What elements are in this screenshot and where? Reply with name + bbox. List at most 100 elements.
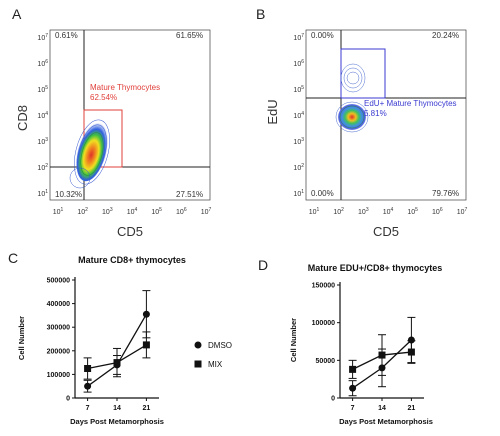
legend-mix-label: MIX — [208, 360, 223, 369]
y-tick-label: 500000 — [47, 278, 70, 285]
flow-a-x-ticks: 101 102 103 104 105 106 107 — [53, 207, 212, 216]
panel-letter-d: D — [258, 257, 268, 273]
y-tick-label: 200000 — [47, 348, 70, 355]
x-tick-label: 14 — [113, 405, 121, 412]
data-point-mix — [142, 341, 150, 349]
data-point-mix — [113, 359, 121, 367]
x-tick-label: 14 — [378, 405, 386, 412]
flow-b-y-ticks: 101 102 103 104 105 106 107 — [293, 33, 304, 198]
flow-tick-label: 104 — [127, 207, 138, 216]
flow-tick-label: 102 — [37, 163, 48, 172]
flow-tick-label: 102 — [293, 163, 304, 172]
flow-b-gate-value: 5.81% — [364, 109, 387, 118]
flow-plot-a: 0.61% 61.65% 10.32% 27.51% Mature Thymoc… — [15, 29, 212, 239]
data-point-mix — [378, 351, 386, 359]
chart-d: Mature EDU+/CD8+ thymocytes Cell Number … — [289, 263, 442, 426]
panel-letter-c: C — [8, 250, 18, 266]
chart-c-plot: 0 100000 200000 300000 400000 500000 7 14 21 — [47, 278, 151, 412]
flow-tick-label: 101 — [53, 207, 64, 216]
flow-tick-label: 106 — [293, 59, 304, 68]
flow-a-quad-tl: 0.61% — [55, 31, 78, 40]
chart-c: Mature CD8+ thymocytes Cell Number Days … — [17, 255, 186, 426]
flow-tick-label: 105 — [37, 85, 48, 94]
data-point-mix — [84, 365, 92, 372]
y-tick-label: 150000 — [312, 283, 335, 290]
legend-dmso-label: DMSO — [208, 341, 232, 350]
chart-c-ylabel: Cell Number — [17, 316, 26, 360]
flow-a-y-ticks: 101 102 103 104 105 106 107 — [37, 33, 48, 198]
flow-tick-label: 102 — [77, 207, 88, 216]
flow-tick-label: 107 — [457, 207, 468, 216]
flow-tick-label: 103 — [102, 207, 113, 216]
flow-a-quad-br: 27.51% — [176, 190, 203, 199]
flow-a-gate-value: 62.54% — [90, 93, 117, 102]
flow-a-x-label: CD5 — [117, 224, 143, 239]
panel-letter-a: A — [12, 6, 22, 22]
flow-b-quad-br: 79.76% — [432, 189, 459, 198]
flow-a-quad-tr: 61.65% — [176, 31, 203, 40]
panel-letter-b: B — [256, 6, 265, 22]
flow-tick-label: 101 — [309, 207, 320, 216]
flow-tick-label: 103 — [293, 137, 304, 146]
data-point-mix — [407, 348, 415, 356]
legend-dmso-marker — [194, 341, 202, 349]
y-tick-label: 100000 — [312, 320, 335, 327]
flow-tick-label: 101 — [37, 189, 48, 198]
flow-tick-label: 107 — [201, 207, 212, 216]
edu-mature-gate — [340, 48, 386, 99]
flow-tick-label: 105 — [151, 207, 162, 216]
y-tick-label: 100000 — [47, 372, 70, 379]
y-tick-label: 0 — [66, 396, 70, 403]
flow-b-quad-tl: 0.00% — [311, 31, 334, 40]
flow-tick-label: 106 — [37, 59, 48, 68]
data-point-dmso — [407, 336, 415, 344]
flow-plot-a-frame — [49, 29, 211, 201]
flow-tick-label: 104 — [293, 111, 304, 120]
legend-mix-marker — [194, 360, 202, 368]
flow-tick-label: 102 — [333, 207, 344, 216]
x-tick-label: 21 — [408, 405, 416, 412]
flow-plot-b-frame — [305, 29, 467, 201]
flow-tick-label: 104 — [383, 207, 394, 216]
flow-b-quad-tr: 20.24% — [432, 31, 459, 40]
flow-tick-label: 103 — [358, 207, 369, 216]
flow-plot-b: 0.00% 20.24% 0.00% 79.76% EdU+ Mature Th… — [265, 29, 468, 239]
flow-tick-label: 103 — [37, 137, 48, 146]
chart-d-plot: 0 50000 100000 150000 7 14 21 — [312, 283, 416, 412]
legend: DMSO MIX — [194, 341, 232, 369]
chart-d-xlabel: Days Post Metamorphosis — [339, 417, 433, 426]
flow-a-gate-label: Mature Thymocytes — [90, 83, 160, 92]
y-tick-label: 50000 — [316, 358, 336, 365]
flow-b-y-label: EdU — [265, 99, 280, 124]
x-tick-label: 21 — [143, 405, 151, 412]
flow-b-gate-label: EdU+ Mature Thymocytes — [364, 99, 457, 108]
flow-a-y-label: CD8 — [15, 105, 30, 131]
flow-tick-label: 104 — [37, 111, 48, 120]
chart-d-title: Mature EDU+/CD8+ thymocytes — [308, 263, 443, 273]
y-tick-label: 400000 — [47, 301, 70, 308]
flow-b-x-label: CD5 — [373, 224, 399, 239]
data-point-mix — [349, 365, 357, 373]
y-tick-label: 0 — [331, 396, 335, 403]
flow-b-x-ticks: 101 102 103 104 105 106 107 — [309, 207, 468, 216]
data-point-dmso — [142, 310, 150, 318]
flow-tick-label: 105 — [293, 85, 304, 94]
y-tick-label: 300000 — [47, 325, 70, 332]
flow-tick-label: 106 — [432, 207, 443, 216]
chart-c-xlabel: Days Post Metamorphosis — [70, 417, 164, 426]
flow-plot-b-density — [335, 63, 369, 133]
chart-c-title: Mature CD8+ thymocytes — [78, 255, 186, 265]
data-point-dmso — [349, 384, 357, 392]
chart-d-ylabel: Cell Number — [289, 318, 298, 362]
flow-tick-label: 107 — [293, 33, 304, 42]
flow-tick-label: 101 — [293, 189, 304, 198]
flow-tick-label: 107 — [37, 33, 48, 42]
data-point-dmso — [84, 382, 92, 390]
x-tick-label: 7 — [351, 405, 355, 412]
flow-a-quad-bl: 10.32% — [55, 190, 82, 199]
flow-tick-label: 105 — [407, 207, 418, 216]
flow-b-quad-bl: 0.00% — [311, 189, 334, 198]
flow-plot-a-density — [69, 119, 110, 189]
x-tick-label: 7 — [86, 405, 90, 412]
